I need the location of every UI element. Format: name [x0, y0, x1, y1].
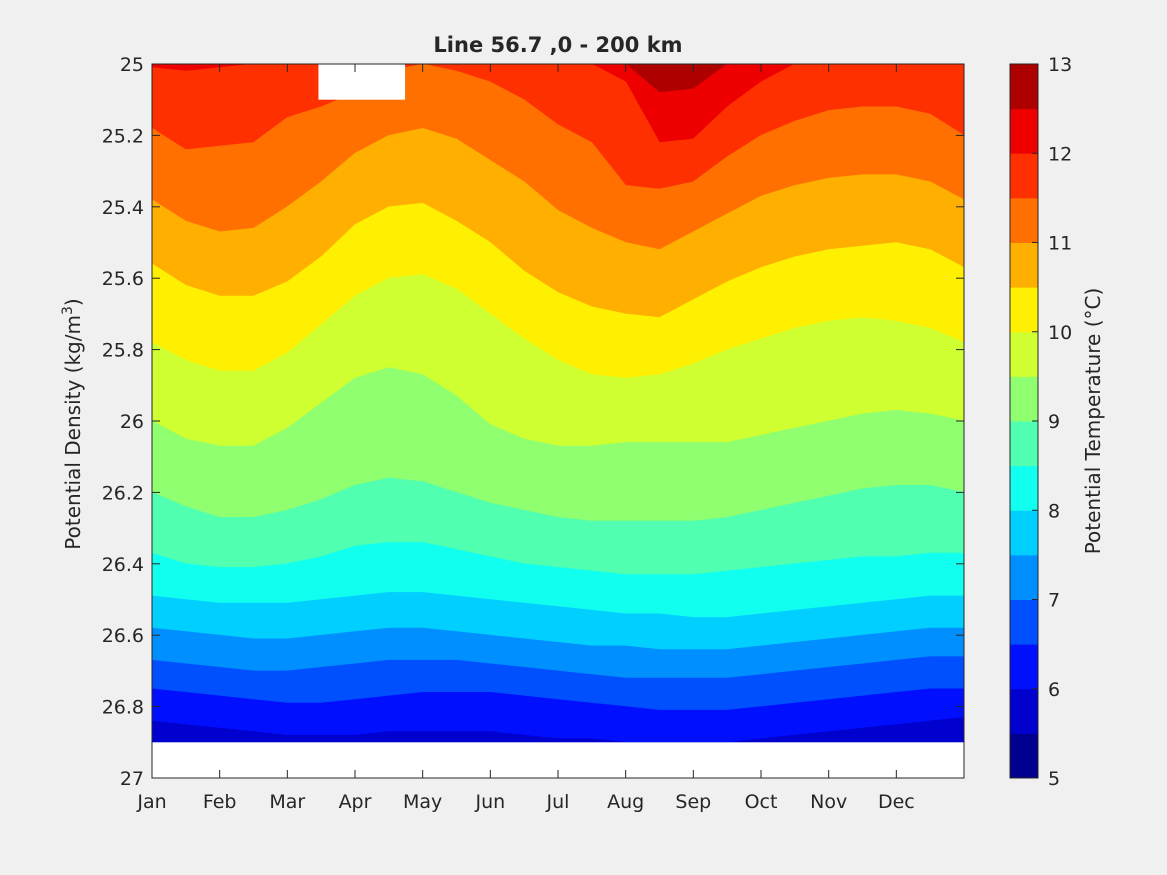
x-tick-label: May — [403, 791, 442, 813]
y-tick-label: 25.2 — [102, 125, 144, 147]
x-tick-label: Oct — [745, 791, 778, 813]
x-tick-label: Mar — [269, 791, 305, 813]
colorbar-tick-label: 11 — [1048, 233, 1072, 255]
x-tick-label: Sep — [675, 791, 711, 813]
y-axis: 25 25.2 25.4 25.6 25.8 26 26.2 26.4 26.6 26.8 27 — [102, 54, 964, 790]
colorbar-segment — [1010, 465, 1038, 511]
colorbar-tick-label: 12 — [1048, 143, 1072, 165]
colorbar-tick-label: 8 — [1048, 500, 1060, 522]
colorbar-tick-label: 13 — [1048, 54, 1072, 76]
colorbar-segment — [1010, 331, 1038, 377]
colorbar-segment — [1010, 599, 1038, 645]
y-tick-label: 26.4 — [102, 554, 144, 576]
y-tick-label: 25.6 — [102, 268, 144, 290]
colorbar-segment — [1010, 510, 1038, 556]
x-tick-label: Aug — [607, 791, 644, 813]
x-axis: Jan Feb Mar Apr May Jun Jul Aug Sep Oct Nov Dec — [136, 64, 915, 813]
colorbar: 5 6 7 8 9 10 11 12 13 — [1009, 54, 1072, 790]
colorbar-tick-label: 7 — [1048, 590, 1060, 612]
contour-plot-area — [152, 64, 964, 778]
colorbar-tick-label: 9 — [1048, 411, 1060, 433]
colorbar-segment — [1010, 644, 1038, 690]
colorbar-segment — [1010, 287, 1038, 333]
y-axis-label: Potential Density (kg/m3) — [60, 298, 85, 549]
y-tick-label: 26.8 — [102, 697, 144, 719]
x-tick-label: Jun — [474, 791, 505, 813]
y-tick-label: 27 — [120, 768, 144, 790]
y-tick-label: 26.6 — [102, 625, 144, 647]
colorbar-tick-label: 10 — [1048, 322, 1072, 344]
colorbar-segment — [1010, 108, 1038, 154]
colorbar-segment — [1010, 733, 1038, 779]
colorbar-segment — [1010, 376, 1038, 422]
y-tick-label: 25.4 — [102, 197, 144, 219]
y-tick-label: 26 — [120, 411, 144, 433]
x-tick-label: Nov — [810, 791, 847, 813]
x-tick-label: Jul — [546, 791, 570, 813]
colorbar-segment — [1010, 421, 1038, 467]
colorbar-segment — [1010, 64, 1038, 110]
colorbar-label: Potential Temperature (°C) — [1081, 288, 1105, 555]
colorbar-segment — [1010, 197, 1038, 243]
x-tick-label: Jan — [136, 791, 166, 813]
y-tick-label: 26.2 — [102, 482, 144, 504]
y-tick-label: 25.8 — [102, 340, 144, 362]
x-tick-label: Apr — [339, 791, 372, 813]
colorbar-segment — [1010, 242, 1038, 288]
x-tick-label: Dec — [878, 791, 915, 813]
colorbar-segment — [1010, 554, 1038, 600]
colorbar-segment — [1010, 688, 1038, 734]
colorbar-tick-label: 6 — [1048, 679, 1060, 701]
colorbar-tick-label: 5 — [1048, 768, 1060, 790]
no-data-region — [318, 64, 406, 100]
x-tick-label: Feb — [203, 791, 237, 813]
colorbar-segment — [1010, 153, 1038, 199]
y-tick-label: 25 — [120, 54, 144, 76]
chart-title: Line 56.7 ,0 - 200 km — [433, 33, 682, 57]
